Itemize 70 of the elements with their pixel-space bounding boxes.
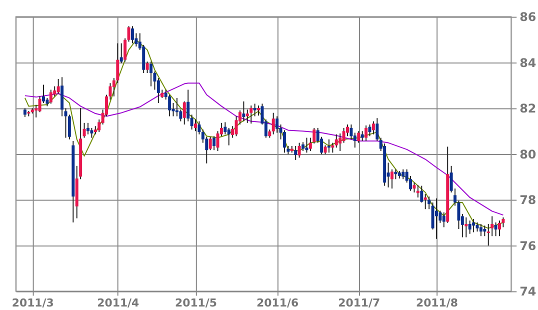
candlestick (127, 26, 130, 42)
candlestick (483, 225, 486, 237)
candlestick (442, 212, 446, 228)
candlestick (86, 122, 90, 135)
candlestick (130, 26, 134, 44)
candlestick (224, 122, 227, 135)
candlestick (494, 222, 498, 237)
y-tick-label: 82 (520, 102, 536, 116)
x-tick-label: 2011/3 (12, 296, 54, 310)
y-tick-label: 78 (520, 193, 536, 208)
y-tick-label: 84 (520, 56, 536, 70)
candlestick (120, 42, 123, 64)
line-series (24, 39, 504, 229)
x-tick-label: 2011/5 (175, 296, 217, 310)
candlestick (342, 127, 346, 144)
candlestick (364, 124, 368, 142)
candlestick (257, 105, 260, 116)
candlestick (357, 130, 360, 144)
candlestick (476, 222, 479, 232)
candlestick (327, 138, 330, 154)
candlestick (182, 100, 186, 126)
candlestick (272, 112, 275, 135)
y-tick-label: 80 (520, 147, 536, 162)
x-tick-label: 2011/7 (338, 296, 380, 310)
y-tick-label: 74 (520, 284, 536, 299)
candlestick (227, 127, 230, 146)
candlestick (372, 120, 375, 135)
y-tick-label: 76 (520, 238, 536, 253)
x-tick-label: 2011/8 (416, 296, 458, 310)
candlestick (253, 103, 256, 117)
candlestick (412, 182, 416, 193)
candlestick (276, 116, 279, 134)
candlestick (49, 89, 52, 104)
candlestick (360, 130, 364, 142)
candlestick (498, 220, 501, 237)
candlestick (479, 224, 482, 237)
candlestick (338, 132, 342, 152)
candlestick (402, 168, 405, 180)
candlestick (294, 146, 298, 160)
candlestick (250, 105, 253, 124)
candlestick (186, 89, 190, 122)
candlestick (350, 124, 353, 140)
candlestick (468, 220, 472, 234)
x-tick-label: 2011/4 (97, 296, 140, 310)
candlestick (353, 132, 356, 148)
candlestick (428, 196, 431, 210)
candlestick (194, 118, 197, 132)
candlestick (212, 136, 216, 151)
x-tick-label: 2011/6 (256, 296, 299, 310)
y-tick-label: 86 (520, 10, 536, 24)
candlestick (56, 78, 60, 94)
candlestick (424, 194, 427, 210)
candlestick (246, 109, 249, 124)
candlestick (464, 216, 468, 238)
candlestick (90, 127, 94, 138)
line-series (24, 82, 504, 216)
candlestick (305, 137, 308, 154)
candlestick (198, 120, 201, 135)
candlestick (420, 185, 424, 203)
candlestick (82, 122, 86, 138)
candlestick (334, 134, 338, 148)
candlestick (242, 100, 246, 122)
candlestick (68, 114, 71, 140)
candlestick (124, 38, 127, 62)
candlestick (298, 142, 301, 158)
candlestick (376, 118, 379, 142)
candlestick (150, 61, 153, 87)
candlestick (472, 218, 476, 233)
candlestick (434, 198, 438, 240)
candlestick (208, 136, 212, 151)
